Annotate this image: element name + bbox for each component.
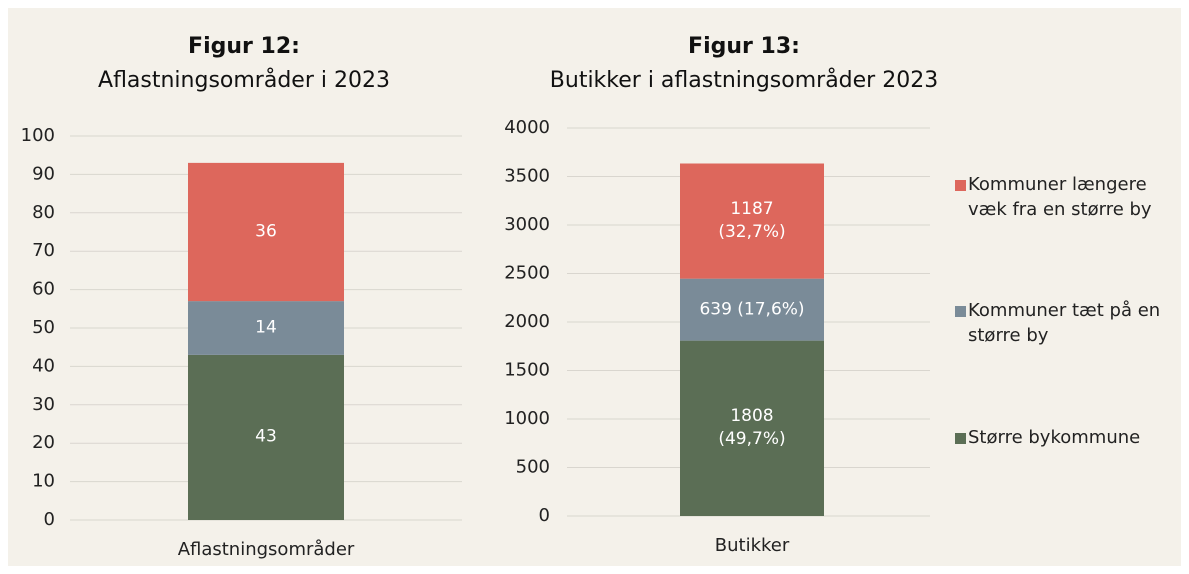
y-tick-label: 50 [32, 317, 55, 338]
bar-segment [188, 162, 344, 302]
legend-swatch [955, 306, 966, 317]
y-tick-label: 2000 [504, 311, 550, 332]
legend-swatch [955, 433, 966, 444]
bar-segment [188, 301, 344, 355]
x-tick-label: Butikker [715, 535, 790, 556]
data-label: 639 (17,6%) [699, 299, 805, 320]
data-label: 36 [255, 221, 277, 242]
chart-subtitle: Butikker i aflastningsområder 2023 [549, 68, 939, 93]
chart-title: Figur 13: [688, 34, 800, 59]
y-tick-label: 100 [21, 125, 55, 146]
y-tick-label: 0 [44, 509, 55, 530]
y-tick-label: 3500 [504, 166, 550, 187]
legend-label: Kommuner længere væk fra en større by [968, 174, 1152, 221]
data-label: 43 [255, 426, 277, 447]
y-tick-label: 0 [539, 505, 550, 526]
y-tick-label: 2500 [504, 263, 550, 284]
legend-swatch [955, 180, 966, 191]
y-tick-label: 10 [32, 471, 55, 492]
chart-subtitle: Aflastningsområder i 2023 [98, 68, 390, 93]
y-tick-label: 90 [32, 163, 55, 184]
bar-segment [680, 278, 824, 341]
y-tick-label: 500 [516, 457, 550, 478]
data-label: 1187 (32,7%) [718, 199, 786, 243]
y-tick-label: 70 [32, 240, 55, 261]
bar-segment [680, 163, 824, 279]
data-label: 1808 (49,7%) [718, 406, 786, 450]
y-tick-label: 1500 [504, 360, 550, 381]
y-tick-label: 20 [32, 432, 55, 453]
y-tick-label: 30 [32, 394, 55, 415]
legend-label: Større bykommune [968, 427, 1141, 448]
x-tick-label: Aflastningsområder [178, 539, 355, 560]
y-tick-label: 40 [32, 355, 55, 376]
bar-segment [680, 340, 824, 516]
data-label: 14 [255, 317, 277, 338]
y-tick-label: 60 [32, 279, 55, 300]
y-tick-label: 1000 [504, 408, 550, 429]
legend-label: Kommuner tæt på en større by [968, 300, 1161, 347]
y-tick-label: 80 [32, 202, 55, 223]
chart-title: Figur 12: [188, 34, 300, 59]
y-tick-label: 3000 [504, 214, 550, 235]
bar-segment [188, 354, 344, 520]
y-tick-label: 4000 [504, 117, 550, 138]
